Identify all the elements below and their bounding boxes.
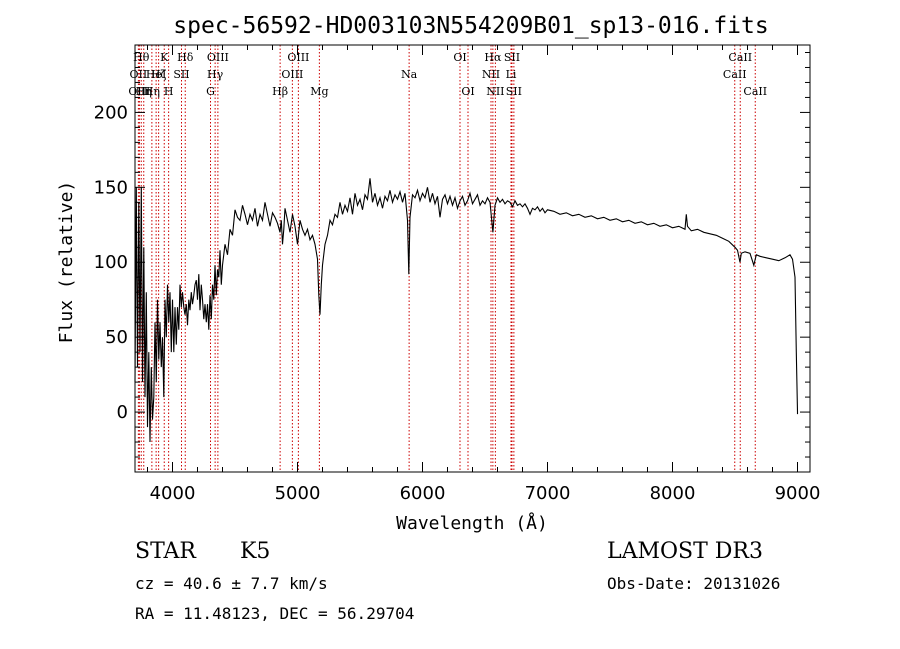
y-tick-label: 200: [94, 102, 128, 123]
y-tick-label: 100: [94, 252, 128, 273]
y-tick-label: 150: [94, 177, 128, 198]
line-marker-label: SII: [504, 51, 520, 64]
line-marker-label: OIII: [287, 51, 309, 64]
x-tick-label: 4000: [150, 483, 196, 504]
line-marker-label: Na: [401, 68, 418, 81]
observation-date: Obs-Date: 20131026: [607, 574, 781, 593]
line-marker-label: Li: [506, 68, 517, 81]
line-marker-label: Hδ: [177, 51, 194, 64]
x-tick-label: 7000: [525, 483, 571, 504]
line-marker-label: SII: [506, 85, 522, 98]
line-marker-label: SII: [173, 68, 189, 81]
y-axis-label: Flux (relative): [56, 181, 77, 344]
object-subclass: K5: [240, 539, 271, 564]
line-marker-label: OIII: [281, 68, 303, 81]
object-class: STAR: [135, 539, 196, 564]
y-tick-label: 50: [105, 327, 128, 348]
line-marker-label: CaII: [728, 51, 752, 64]
axis-ticks: [135, 45, 810, 473]
line-marker-label: Hθ: [133, 51, 150, 64]
plot-frame: [134, 44, 811, 473]
x-tick-label: 5000: [275, 483, 321, 504]
line-marker-label: Hα: [484, 51, 502, 64]
line-marker-label: CaII: [723, 68, 747, 81]
line-marker-label: Hβ: [272, 85, 288, 98]
line-marker-label: G: [206, 85, 215, 98]
line-marker-label: H: [164, 85, 174, 98]
axis-tick-labels: 4000 5000 6000 7000 8000 9000 0 50 100 150 200: [94, 102, 821, 504]
line-marker-label: Hζ: [151, 68, 167, 81]
survey-name: LAMOST DR3: [607, 539, 763, 564]
line-marker-label: Hη: [144, 85, 160, 98]
line-markers: [137, 45, 756, 472]
ra-dec-coordinates: RA = 11.48123, DEC = 56.29704: [135, 604, 415, 623]
line-marker-label: Hη: [136, 85, 152, 98]
y-tick-label: 0: [117, 402, 128, 423]
line-marker-label: NII: [482, 68, 500, 81]
x-tick-label: 8000: [650, 483, 696, 504]
x-tick-label: 9000: [775, 483, 821, 504]
spectrum-line: [134, 178, 799, 443]
redshift-cz: cz = 40.6 ± 7.7 km/s: [135, 574, 328, 593]
line-marker-label: OIII: [207, 51, 229, 64]
line-marker-label: OII: [130, 68, 148, 81]
line-marker-label: Mg: [310, 85, 328, 98]
x-tick-label: 6000: [400, 483, 446, 504]
line-marker-label: OI: [453, 51, 466, 64]
chart-title: spec-56592-HD003103N554209B01_sp13-016.f…: [173, 13, 768, 39]
x-axis-label: Wavelength (Å): [396, 512, 548, 534]
line-marker-label: NII: [486, 85, 504, 98]
line-marker-label: Hγ: [207, 68, 224, 81]
line-marker-label: OI: [461, 85, 474, 98]
line-marker-label: HeI: [146, 68, 166, 81]
line-marker-label: OIII: [128, 85, 150, 98]
line-marker-label: CaII: [743, 85, 767, 98]
line-marker-label: K: [160, 51, 169, 64]
